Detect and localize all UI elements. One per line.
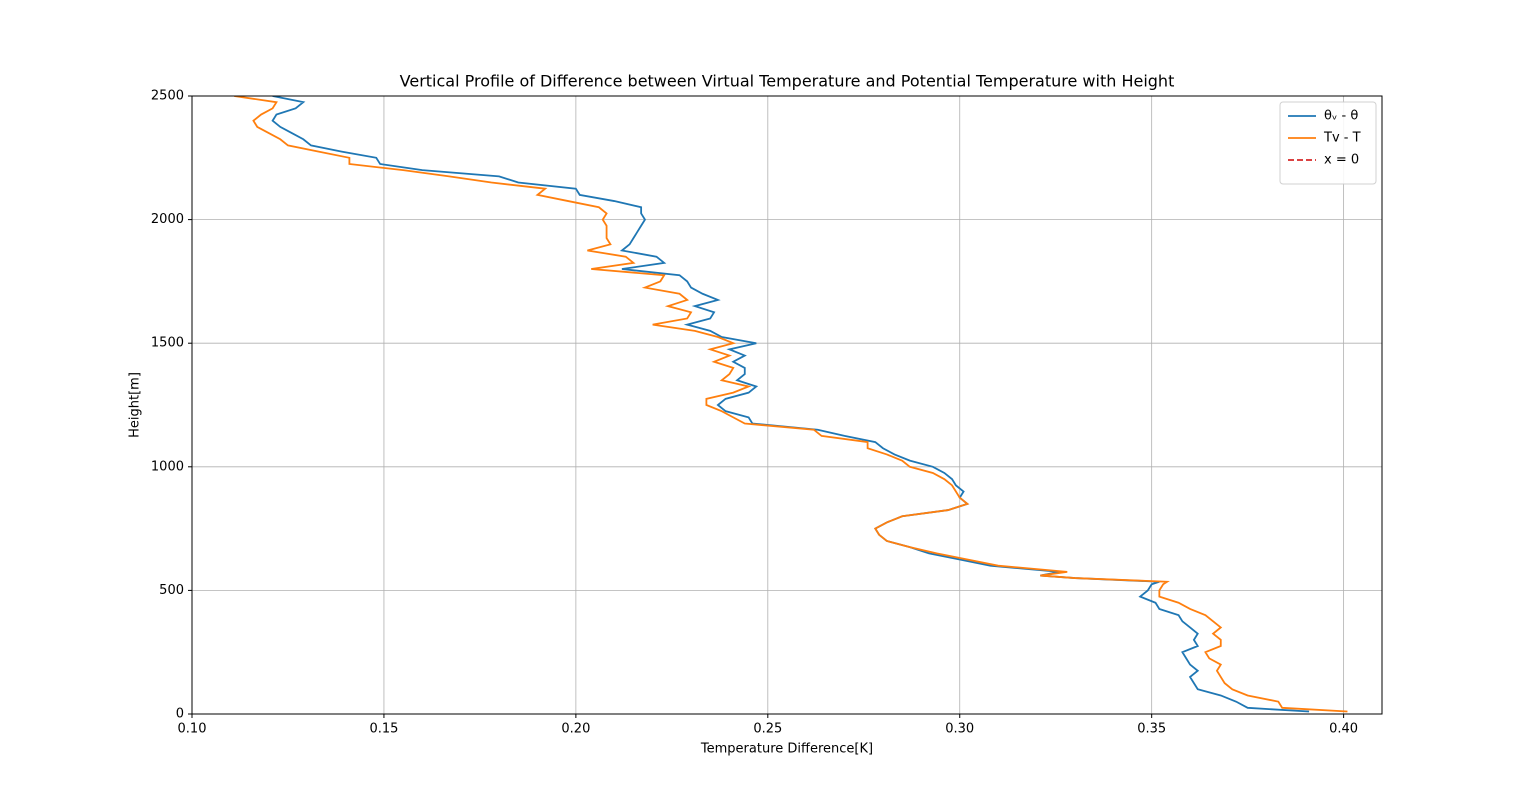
y-tick-label: 500 bbox=[159, 583, 184, 598]
x-tick-label: 0.40 bbox=[1329, 722, 1358, 737]
data-line bbox=[234, 96, 1348, 713]
legend: θᵥ - θ Tv - T x = 0 bbox=[1279, 101, 1377, 185]
y-tick-label: 2000 bbox=[151, 212, 184, 227]
chart-title: Vertical Profile of Difference between V… bbox=[400, 72, 1175, 91]
x-tick-label: 0.35 bbox=[1137, 722, 1166, 737]
x-tick-label: 0.15 bbox=[369, 722, 398, 737]
x-tick-label: 0.20 bbox=[561, 722, 590, 737]
y-axis-label: Height[m] bbox=[128, 372, 143, 438]
legend-label: x = 0 bbox=[1324, 153, 1359, 168]
y-tick-label: 1500 bbox=[151, 336, 184, 351]
y-tick-label: 0 bbox=[176, 707, 184, 722]
legend-box bbox=[1279, 101, 1377, 185]
x-axis-label: Temperature Difference[K] bbox=[700, 742, 873, 757]
plot-area bbox=[234, 96, 1348, 713]
x-tick-label: 0.10 bbox=[178, 722, 207, 737]
legend-label: Tv - T bbox=[1323, 131, 1361, 146]
y-tick-label: 2500 bbox=[151, 89, 184, 104]
axes-frame bbox=[191, 95, 1383, 715]
data-line bbox=[271, 96, 1310, 713]
x-tick-label: 0.30 bbox=[945, 722, 974, 737]
y-tick-label: 1000 bbox=[151, 459, 184, 474]
legend-label: θᵥ - θ bbox=[1324, 109, 1358, 124]
x-tick-label: 0.25 bbox=[753, 722, 782, 737]
